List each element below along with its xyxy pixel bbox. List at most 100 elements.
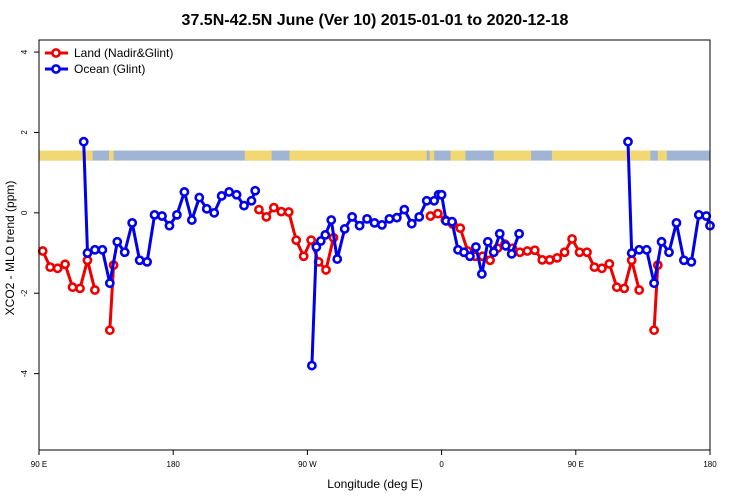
data-point	[254, 204, 264, 215]
data-point	[574, 247, 585, 258]
data-point	[306, 360, 317, 371]
land-band	[450, 150, 466, 161]
data-point	[315, 236, 326, 246]
data-point	[362, 213, 372, 224]
data-point	[90, 285, 100, 295]
series-ocean	[78, 136, 715, 371]
legend-label: Ocean (Glint)	[74, 62, 145, 76]
data-point	[52, 263, 63, 274]
data-point	[377, 220, 387, 230]
series-line	[108, 265, 116, 331]
data-point	[391, 212, 402, 223]
data-point	[291, 235, 302, 246]
data-point	[332, 254, 343, 264]
data-point	[311, 242, 322, 252]
data-point	[268, 202, 279, 213]
x-tick-label: 90 E	[568, 460, 584, 469]
data-point	[634, 285, 645, 295]
data-point	[320, 230, 331, 240]
data-point	[399, 204, 410, 215]
data-point	[326, 215, 337, 225]
legend-marker	[51, 48, 61, 58]
y-tick-label: 4	[20, 49, 29, 54]
data-point	[209, 207, 220, 218]
data-point	[45, 262, 56, 273]
legend-item: Ocean (Glint)	[45, 62, 145, 76]
data-point	[104, 325, 115, 336]
x-tick-label: 180	[703, 460, 717, 469]
y-axis: -4 -2 0 2 4	[20, 49, 39, 377]
data-point	[514, 247, 525, 258]
data-point	[522, 246, 533, 256]
data-point	[589, 262, 600, 273]
data-point	[649, 325, 659, 336]
data-point	[186, 215, 197, 225]
data-point	[701, 211, 712, 221]
legend: Land (Nadir&Glint) Ocean (Glint)	[45, 46, 173, 76]
y-tick-label: 0	[20, 210, 29, 215]
series-line	[652, 265, 660, 331]
data-point	[686, 256, 697, 267]
data-point	[276, 206, 287, 217]
chart-title: 37.5N-42.5N June (Ver 10) 2015-01-01 to …	[182, 12, 569, 29]
x-axis: 90 E 180 90 W 0 90 E 180	[31, 450, 717, 469]
data-point	[465, 251, 475, 262]
x-tick-label: 0	[439, 460, 444, 469]
data-point	[671, 217, 682, 228]
data-point	[321, 265, 331, 275]
data-point	[611, 282, 622, 293]
legend-marker	[51, 64, 61, 74]
x-axis-label: Longitude (deg E)	[327, 477, 422, 491]
data-point	[559, 247, 570, 258]
data-point	[623, 136, 633, 147]
data-point	[157, 211, 167, 221]
data-point	[529, 245, 540, 256]
land-band	[429, 150, 435, 161]
data-point	[406, 218, 417, 229]
land-band	[244, 150, 272, 161]
data-point	[414, 211, 425, 222]
data-point	[149, 209, 160, 220]
data-point	[82, 248, 93, 258]
data-point	[90, 244, 100, 255]
data-point	[201, 203, 212, 214]
data-point	[626, 248, 637, 258]
data-point	[649, 278, 659, 289]
data-point	[172, 209, 182, 220]
data-point	[488, 247, 499, 258]
data-point	[429, 195, 440, 206]
data-point	[216, 191, 227, 201]
data-point	[369, 217, 380, 228]
y-tick-label: -2	[20, 289, 29, 297]
land-band	[289, 150, 427, 161]
data-point	[127, 217, 138, 228]
data-point	[596, 263, 607, 274]
data-point	[60, 259, 70, 270]
land-band	[39, 150, 93, 161]
data-point	[582, 247, 592, 258]
data-point	[261, 211, 272, 222]
data-point	[432, 208, 443, 219]
data-point	[298, 251, 309, 262]
data-point	[75, 283, 85, 294]
data-point	[250, 185, 261, 196]
data-point	[67, 282, 78, 293]
data-point	[494, 228, 505, 239]
data-point	[693, 209, 704, 220]
data-point	[142, 256, 153, 267]
land-band	[657, 150, 667, 161]
data-point	[37, 246, 48, 256]
data-point	[239, 200, 249, 211]
legend-item: Land (Nadir&Glint)	[45, 46, 173, 60]
data-point	[164, 220, 175, 231]
data-point	[485, 255, 495, 266]
y-tick-label: -4	[20, 370, 29, 378]
data-point	[567, 234, 577, 244]
data-point	[447, 216, 457, 227]
land-ocean-strip	[39, 150, 710, 161]
data-point	[679, 255, 689, 266]
data-point	[339, 224, 350, 234]
data-point	[119, 247, 130, 258]
data-point	[537, 254, 548, 265]
data-point	[476, 269, 487, 279]
